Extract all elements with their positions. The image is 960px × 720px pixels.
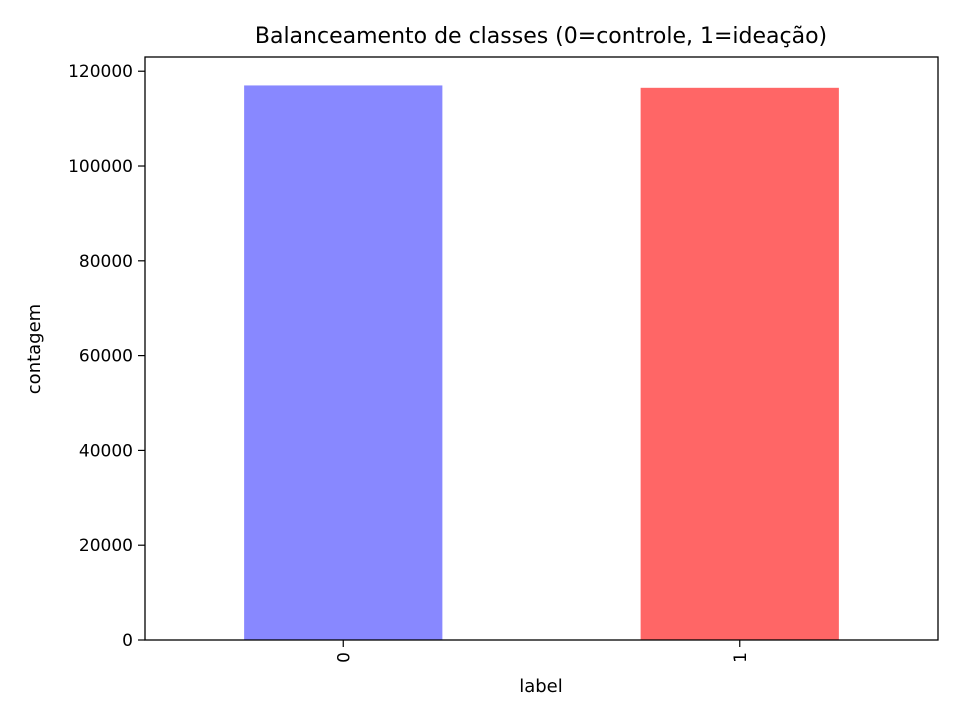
y-axis: 0 20000 40000 60000 80000 100000 120000 bbox=[68, 62, 145, 651]
x-axis-label: label bbox=[519, 676, 563, 697]
bar-1 bbox=[640, 87, 839, 640]
y-tick-label-0: 0 bbox=[122, 631, 133, 651]
chart-title: Balanceamento de classes (0=controle, 1=… bbox=[255, 24, 827, 49]
y-tick-label-100000: 100000 bbox=[68, 157, 133, 177]
bars-group bbox=[244, 85, 839, 640]
y-tick-label-20000: 20000 bbox=[79, 536, 133, 556]
y-tick-label-80000: 80000 bbox=[79, 252, 133, 272]
y-tick-label-60000: 60000 bbox=[79, 347, 133, 367]
x-tick-label-0: 0 bbox=[334, 652, 354, 663]
y-tick-label-40000: 40000 bbox=[79, 441, 133, 461]
y-axis-label: contagem bbox=[24, 304, 45, 394]
bar-0 bbox=[244, 85, 443, 640]
y-tick-label-120000: 120000 bbox=[68, 62, 133, 82]
plot-frame bbox=[144, 56, 939, 641]
x-tick-label-1: 1 bbox=[731, 652, 751, 663]
